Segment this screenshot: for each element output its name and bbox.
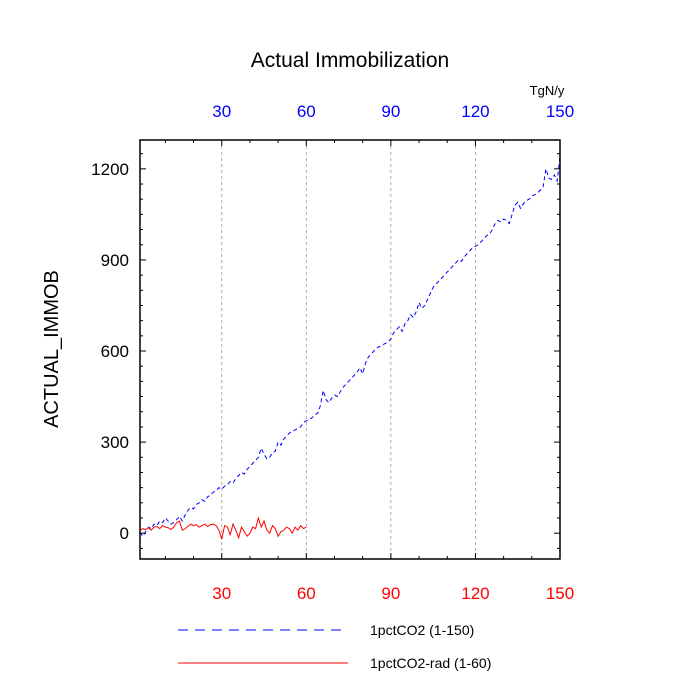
y-axis: 0 300 600 900 1200 [91, 153, 560, 549]
units-label: TgN/y [530, 83, 565, 98]
x-axis-bottom: 30 60 90 120 150 [164, 553, 574, 603]
y-tick-label-900: 900 [101, 251, 129, 270]
x-axis-top: 30 60 90 120 150 [164, 102, 574, 146]
plot-frame [139, 139, 561, 560]
x-tick-label-top-150: 150 [546, 102, 574, 121]
y-axis-label: ACTUAL_IMMOB [41, 270, 63, 428]
chart-title: Actual Immobilization [251, 49, 449, 72]
x-tick-label-bottom-120: 120 [461, 584, 489, 603]
x-tick-label-top-120: 120 [461, 102, 489, 121]
x-tick-label-bottom-90: 90 [381, 584, 400, 603]
x-tick-label-top-60: 60 [297, 102, 316, 121]
y-tick-label-300: 300 [101, 433, 129, 452]
y-tick-label-1200: 1200 [91, 160, 129, 179]
x-tick-label-bottom-150: 150 [546, 584, 574, 603]
legend-label-1pctco2: 1pctCO2 (1-150) [370, 622, 474, 638]
x-tick-label-top-30: 30 [212, 102, 231, 121]
series-lines [139, 156, 561, 540]
x-tick-label-top-90: 90 [381, 102, 400, 121]
y-tick-label-600: 600 [101, 342, 129, 361]
legend-label-1pctco2-rad: 1pctCO2-rad (1-60) [370, 655, 491, 671]
series-line-1pctco2-rad-1-60 [139, 516, 307, 540]
legend: 1pctCO2 (1-150) 1pctCO2-rad (1-60) [178, 622, 491, 671]
x-tick-label-bottom-60: 60 [297, 584, 316, 603]
x-tick-label-bottom-30: 30 [212, 584, 231, 603]
grid-lines [221, 140, 476, 559]
y-tick-label-0: 0 [120, 524, 129, 543]
series-line-1pctco2-1-150 [139, 156, 561, 538]
